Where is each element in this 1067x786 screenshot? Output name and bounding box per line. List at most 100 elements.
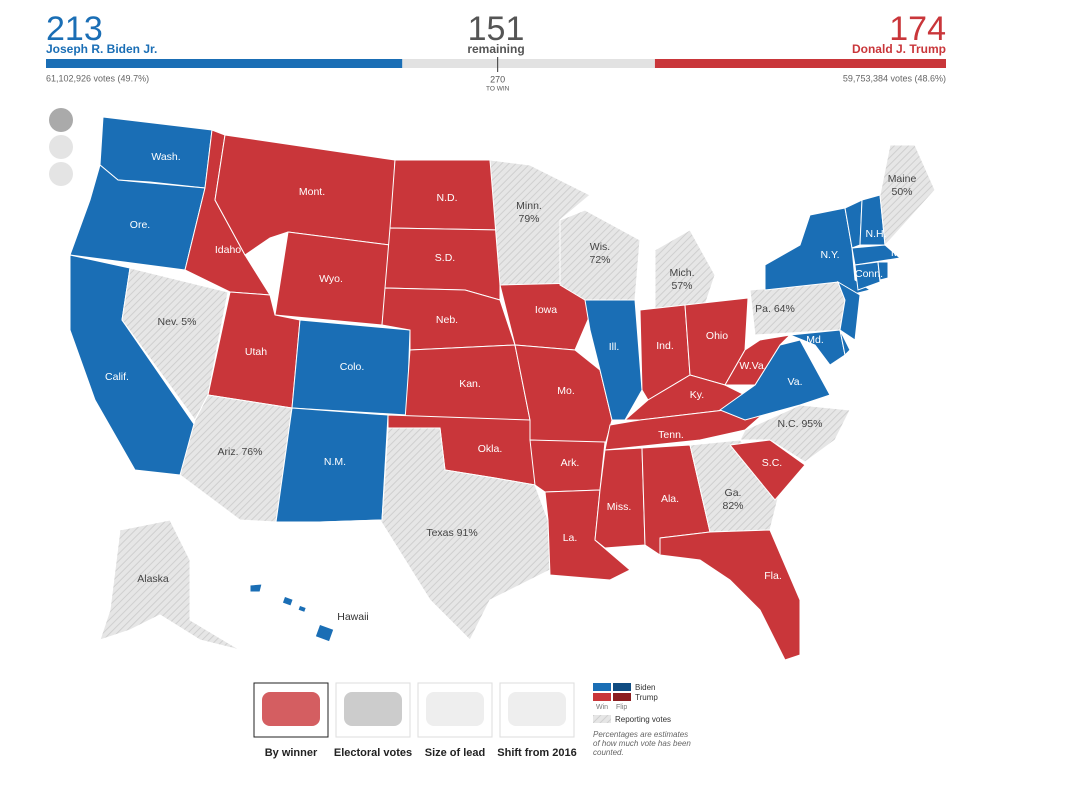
state-reporting: 95% [801,418,822,430]
state-label: Utah [245,346,267,358]
state [837,280,861,341]
state [319,427,551,641]
trump-bar [654,59,946,68]
state [659,529,801,661]
state-label: Ala. [661,493,679,505]
hawaii-island [315,625,334,642]
biden-votes: 61,102,926 votes (49.7%) [46,73,149,83]
state-name: Pa. [755,303,771,315]
us-map [69,116,936,661]
state-label: Miss. [607,501,632,513]
state-label: Ill. [609,341,620,353]
state-label: Neb. [436,314,458,326]
state-label: Mich. [669,267,694,279]
state-label: Ark. [561,457,580,469]
view-label: By winner [265,747,318,759]
state-label: Del. [849,342,868,354]
legend-trump: Trump [635,693,658,702]
state-reporting: 64% [774,303,795,315]
state [764,207,872,296]
legend-flip: Flip [616,704,627,711]
state-label: Ind. [656,340,674,352]
state-reporting: 57% [671,280,692,292]
state-name: Ariz. [218,446,239,458]
state-label: Colo. [340,361,365,373]
state-reporting: 82% [722,500,743,512]
state-label: Nev. 5% [158,316,197,328]
state-label: Ore. [130,219,150,231]
view-thumb-map [262,692,320,726]
trump-ev: 174 [889,10,946,48]
state [729,439,806,501]
remaining-label: remaining [467,42,524,56]
zoom-in[interactable] [49,108,73,132]
state-label: Ariz. 76% [218,446,263,458]
to-win-value: 270 [490,74,505,84]
state-label: N.D. [437,192,458,204]
trump-votes: 59,753,384 votes (48.6%) [843,73,946,83]
state-label: Calif. [105,371,129,383]
state [739,404,851,463]
state-label: Okla. [478,443,503,455]
state-label: Wis. [590,241,610,253]
legend-note-box: Percentages are estimates of how much vo… [593,730,691,757]
state-label: Mass. [891,247,919,259]
state-label: W.Va. [739,360,766,372]
state-label: Md. [806,334,824,346]
view-thumb-map [426,692,484,726]
reset-zoom[interactable] [49,162,73,186]
trump-name: Donald J. Trump [852,42,946,56]
view-label: Shift from 2016 [497,747,576,759]
state-label: Pa. 64% [755,303,795,315]
state-label: Alaska [137,573,169,585]
hawaii-island [298,606,306,612]
zoom-controls [49,108,73,186]
state-label: Wyo. [319,273,343,285]
state [851,244,902,266]
legend-biden: Biden [635,683,655,692]
state-label: N.H. [866,228,887,240]
state-name: N.C. [778,418,799,430]
state-label: Hawaii [337,611,369,623]
state [877,261,889,281]
state [654,229,716,311]
state [854,261,881,291]
legend-reporting-swatch [593,715,611,723]
state-label: Conn. [855,268,883,280]
state-reporting: 76% [241,446,262,458]
state-label: Ky. [690,389,704,401]
view-label: Electoral votes [334,747,412,759]
state-label: Vt. [846,192,859,204]
state-name: Texas [426,527,453,539]
state-reporting: 72% [589,254,610,266]
state-label: Tenn. [658,429,684,441]
state-label: Minn. [516,200,542,212]
state-name: Nev. [158,316,179,328]
state-label: Va. [788,376,803,388]
zoom-out[interactable] [49,135,73,159]
state [99,519,241,651]
state-label: Mo. [557,385,575,397]
state-label: S.D. [435,252,455,264]
biden-name: Joseph R. Biden Jr. [46,42,157,56]
legend-win: Win [596,704,608,711]
state-label: N.M. [324,456,346,468]
legend-trump-win [593,693,611,701]
state-label: R.I. [889,278,905,290]
state-reporting: 79% [518,213,539,225]
state-label: Mont. [299,186,325,198]
state-label: Kan. [459,378,481,390]
state-label: N.Y. [820,249,839,261]
state-label: Maine [888,173,917,185]
legend-biden-win [593,683,611,691]
state [584,299,643,421]
state-label: Idaho [215,244,241,256]
state-label: N.J. [857,312,876,324]
state [249,583,263,593]
state-label: Iowa [535,304,557,316]
remaining-ev: 151 [468,10,525,48]
view-thumb-map [344,692,402,726]
state-label: S.C. [762,457,782,469]
state-label: Wash. [151,151,180,163]
